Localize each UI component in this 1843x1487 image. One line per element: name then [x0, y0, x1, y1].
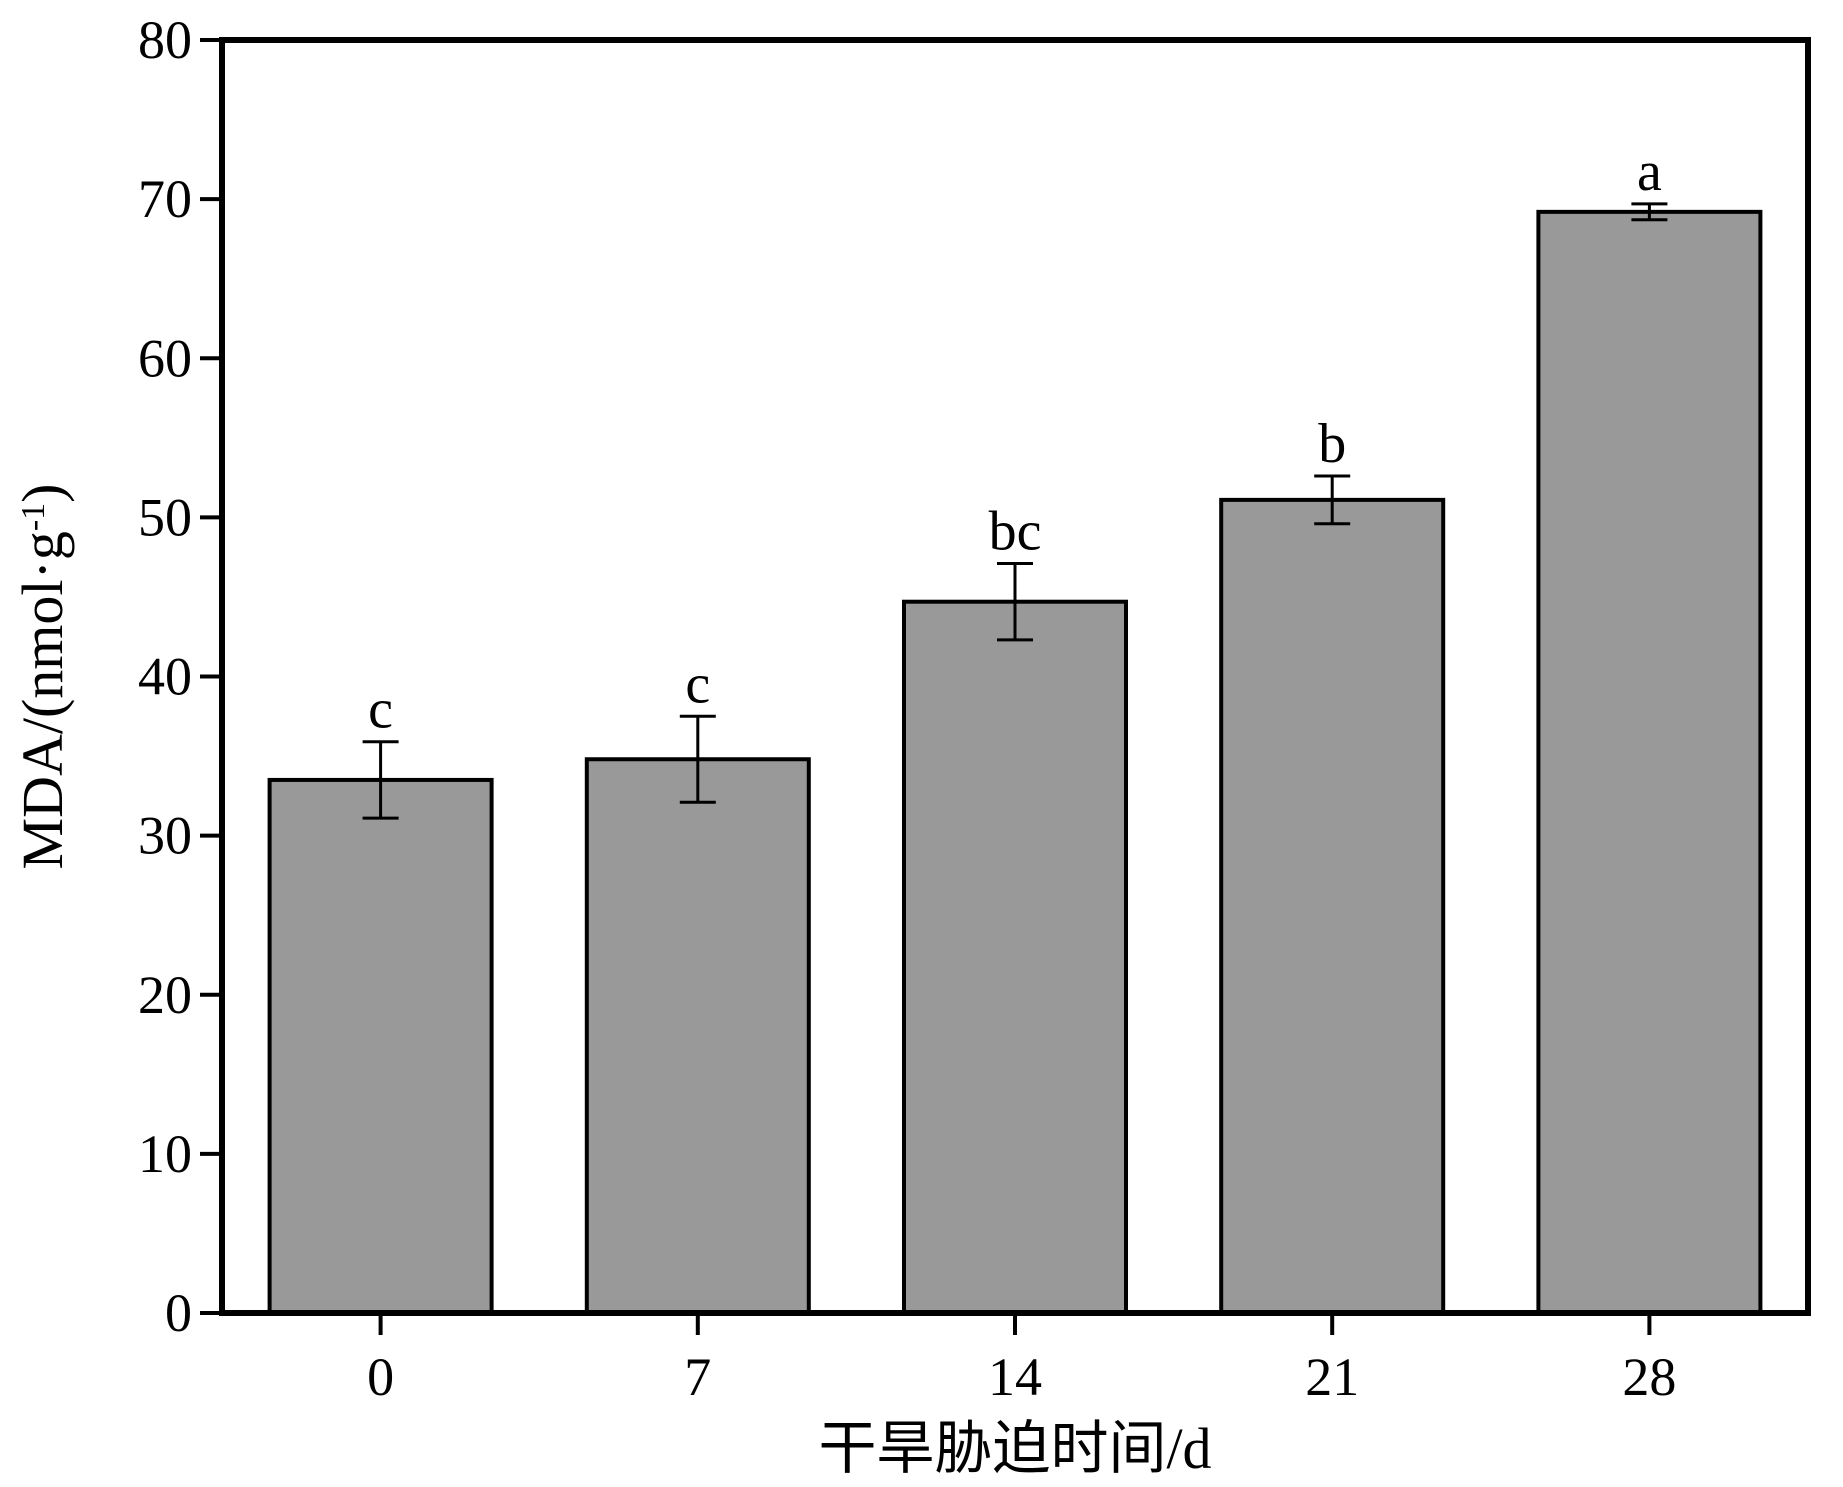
bar	[267, 777, 494, 1315]
y-axis-title-close: )	[10, 484, 75, 503]
plot-area-frame	[219, 37, 1811, 1316]
y-tick-label: 0	[165, 1283, 192, 1343]
x-tick-label: 0	[367, 1347, 394, 1407]
significance-label: c	[368, 679, 393, 741]
error-bar	[1314, 474, 1351, 526]
bar	[1219, 497, 1446, 1315]
y-tick-label: 10	[138, 1124, 192, 1184]
significance-label: c	[685, 653, 710, 715]
y-tick-label: 60	[138, 328, 192, 388]
y-tick-label: 70	[138, 169, 192, 229]
significance-label: b	[1318, 413, 1346, 475]
bar	[584, 757, 811, 1315]
x-tick-label: 21	[1305, 1347, 1359, 1407]
y-tick-label: 50	[138, 487, 192, 547]
x-axis-title: 干旱胁迫时间/d	[818, 1416, 1211, 1481]
error-bars	[362, 202, 1668, 820]
y-axis-ticks: 0 10 20 30 40 50 60 70 80	[138, 10, 222, 1343]
bar	[1536, 209, 1763, 1316]
x-tick-label: 7	[684, 1347, 711, 1407]
bar	[902, 599, 1128, 1315]
significance-labels: c c bc b a	[368, 141, 1662, 741]
error-bar	[1631, 202, 1668, 222]
error-bar	[362, 740, 399, 820]
error-bar	[997, 562, 1033, 642]
y-tick-label: 30	[138, 806, 192, 866]
x-tick-label: 14	[988, 1347, 1042, 1407]
significance-label: bc	[989, 501, 1042, 563]
bars	[267, 209, 1763, 1316]
x-tick-label: 28	[1622, 1347, 1676, 1407]
significance-label: a	[1637, 141, 1662, 203]
y-axis-title-superscript: -1	[15, 503, 52, 531]
y-axis-title: MDA/(nmol·g-1)	[10, 484, 75, 870]
y-axis-title-main: MDA/(nmol·g	[10, 531, 75, 869]
error-bar	[679, 714, 716, 804]
y-tick-label: 40	[138, 647, 192, 707]
x-axis-ticks: 0 7 14 21 28	[367, 1313, 1676, 1407]
y-tick-label: 20	[138, 965, 192, 1025]
y-tick-label: 80	[138, 10, 192, 70]
